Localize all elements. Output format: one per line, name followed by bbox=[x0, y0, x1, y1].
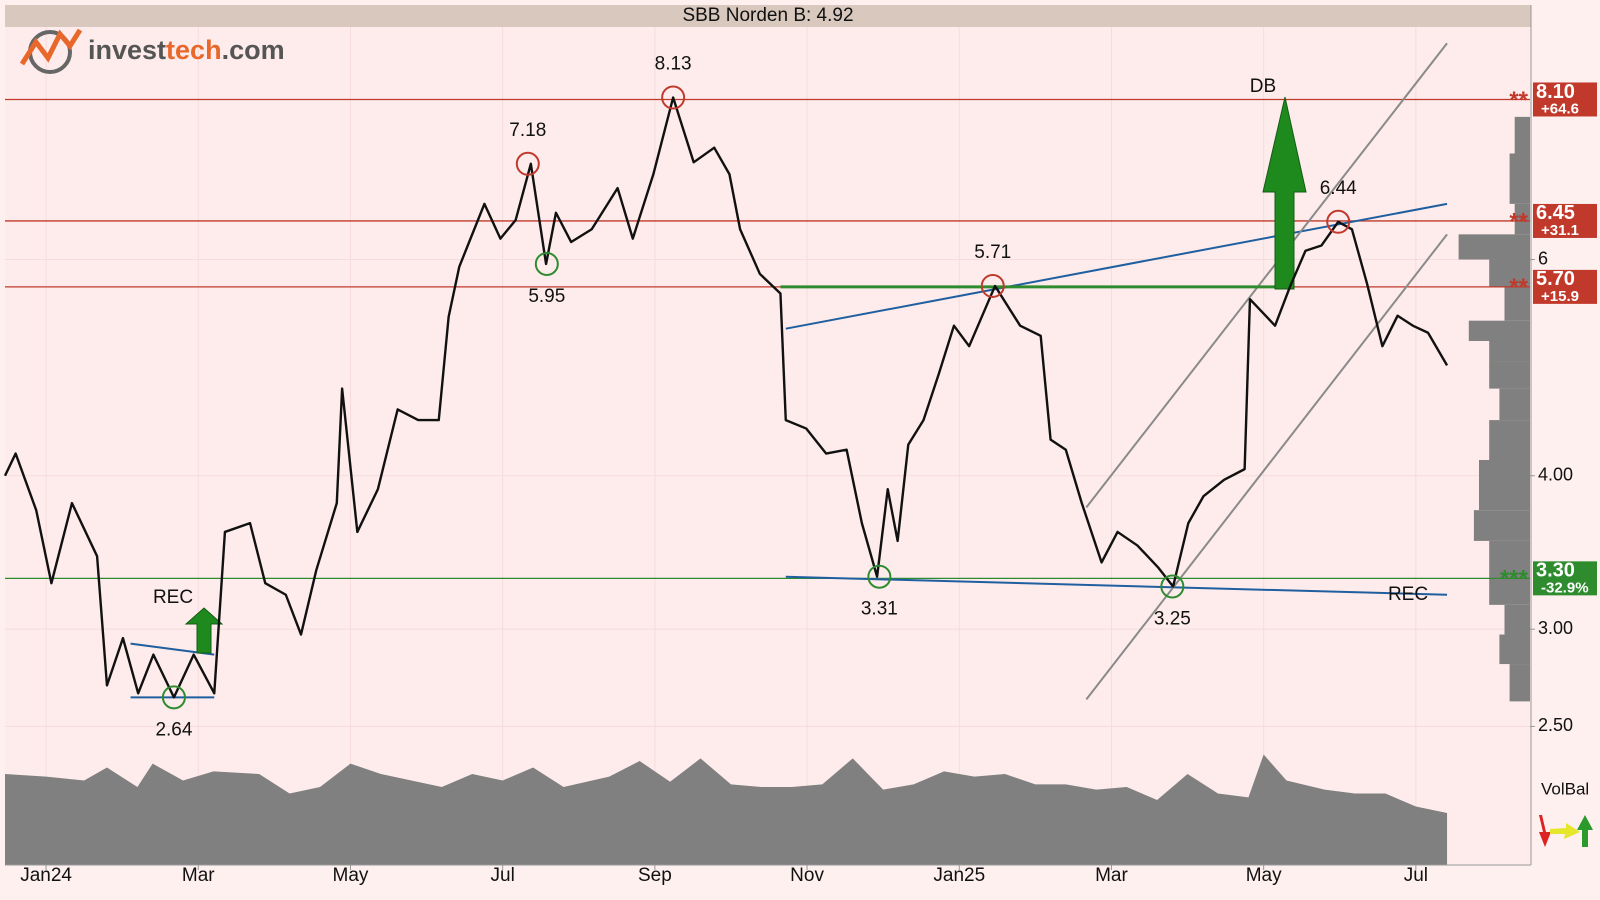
x-tick-label: Mar bbox=[182, 865, 215, 886]
price-line bbox=[3, 96, 1449, 699]
pattern-label: DB bbox=[1250, 76, 1276, 97]
x-tick-label: Nov bbox=[790, 865, 824, 886]
profile-bar bbox=[1489, 361, 1530, 389]
x-tick-label: Jan24 bbox=[20, 865, 72, 886]
volume-area bbox=[5, 754, 1448, 865]
turning-point bbox=[980, 273, 1005, 298]
arrow-up bbox=[1577, 815, 1593, 847]
x-tick-label: Mar bbox=[1095, 865, 1128, 886]
price-profile bbox=[1458, 116, 1530, 702]
level-marker: ** bbox=[1509, 208, 1528, 235]
plot-area bbox=[5, 5, 1531, 865]
turning-point-label: 8.13 bbox=[655, 54, 692, 75]
level-box bbox=[1533, 82, 1597, 117]
level-change: +64.6 bbox=[1541, 100, 1579, 117]
profile-bar bbox=[1458, 234, 1530, 260]
logo-part: invest bbox=[88, 35, 166, 65]
turning-point bbox=[1326, 209, 1351, 234]
x-tick-label: May bbox=[1246, 865, 1282, 886]
profile-bar bbox=[1514, 203, 1530, 235]
x-tick-label: Jul bbox=[491, 865, 515, 886]
profile-bar bbox=[1489, 259, 1530, 287]
logo: investtech.com bbox=[19, 28, 285, 74]
pattern-label: REC bbox=[1388, 584, 1428, 605]
level-label: 3.30 bbox=[1536, 560, 1575, 582]
logo-part: .com bbox=[222, 35, 285, 65]
profile-bar bbox=[1509, 664, 1530, 702]
turning-point-label: 5.95 bbox=[528, 286, 565, 307]
profile-bar bbox=[1468, 320, 1530, 341]
pattern-label: REC bbox=[153, 587, 193, 608]
turning-point-label: 3.25 bbox=[1154, 608, 1191, 629]
chart-title: SBB Norden B: 4.92 bbox=[682, 5, 853, 26]
turning-point bbox=[1160, 574, 1185, 599]
logo-text: investtech.com bbox=[88, 35, 285, 65]
x-tick-label: Sep bbox=[638, 865, 672, 886]
profile-bar bbox=[1499, 634, 1530, 665]
profile-bar bbox=[1479, 459, 1530, 511]
arrow-side bbox=[1550, 823, 1580, 839]
turning-point-label: 7.18 bbox=[509, 120, 546, 141]
trendline bbox=[785, 575, 1448, 596]
turning-point bbox=[515, 151, 540, 176]
y-tick-label: 6 bbox=[1538, 248, 1548, 268]
volbal-label: VolBal bbox=[1541, 779, 1589, 798]
level-box bbox=[1533, 561, 1597, 596]
logo-part: tech bbox=[166, 35, 222, 65]
db-arrow bbox=[1262, 96, 1307, 290]
profile-bar bbox=[1489, 540, 1530, 574]
trendline bbox=[1085, 233, 1448, 700]
peak-points: 8.13 7.18 6.44 5.71 5.95 3.31 3.25 2.64 bbox=[155, 54, 1357, 741]
level-marker: ** bbox=[1509, 274, 1528, 301]
x-tick-label: Jul bbox=[1404, 865, 1428, 886]
level-change: +31.1 bbox=[1541, 222, 1579, 239]
profile-bar bbox=[1509, 153, 1530, 204]
volume-panel bbox=[5, 754, 1448, 865]
turning-point-label: 2.64 bbox=[155, 719, 192, 740]
level-label: 5.70 bbox=[1536, 268, 1575, 290]
logo-zigzag bbox=[19, 28, 83, 66]
turning-point bbox=[534, 251, 559, 276]
level-label: 6.45 bbox=[1536, 202, 1575, 224]
turning-point bbox=[867, 564, 892, 589]
rec-arrow bbox=[184, 607, 224, 654]
y-tick-label: 3.00 bbox=[1538, 618, 1573, 638]
profile-bar bbox=[1514, 116, 1530, 154]
y-tick-label: 4.00 bbox=[1538, 465, 1573, 485]
x-tick-label: Jan25 bbox=[933, 865, 985, 886]
price-line bbox=[3, 96, 1449, 699]
level-box bbox=[1533, 203, 1597, 238]
level-marker: *** bbox=[1500, 566, 1529, 593]
grid bbox=[5, 27, 1530, 865]
title-bar bbox=[5, 5, 1531, 27]
trendline bbox=[1085, 42, 1448, 508]
y-tick-label: 2.50 bbox=[1538, 715, 1573, 735]
turning-point bbox=[161, 685, 186, 710]
level-label: 8.10 bbox=[1536, 81, 1575, 103]
levels: ** 8.10+64.6 ** 6.45+31.1 ** 5.70+15.9 *** 3.30… bbox=[5, 81, 1597, 596]
profile-bar bbox=[1489, 340, 1530, 362]
profile-bar bbox=[1504, 604, 1530, 635]
level-change: -32.9% bbox=[1541, 579, 1589, 596]
axes: Jan24 Mar May Jul Sep Nov Jan25 Mar May Jul 2.50 3.… bbox=[20, 248, 1573, 886]
turning-point-label: 3.31 bbox=[861, 599, 898, 620]
level-box bbox=[1533, 269, 1597, 304]
level-change: +15.9 bbox=[1541, 288, 1579, 305]
level-marker: ** bbox=[1509, 87, 1528, 114]
turning-point-label: 6.44 bbox=[1320, 178, 1357, 199]
turning-point-label: 5.71 bbox=[974, 242, 1011, 263]
x-tick-label: May bbox=[333, 865, 369, 886]
profile-bar bbox=[1473, 510, 1530, 541]
profile-bar bbox=[1489, 420, 1530, 460]
profile-bar bbox=[1504, 286, 1530, 321]
profile-bar bbox=[1499, 388, 1530, 421]
arrow-down bbox=[1539, 815, 1551, 847]
volbal-icons bbox=[1539, 815, 1593, 847]
turning-point bbox=[661, 85, 686, 110]
